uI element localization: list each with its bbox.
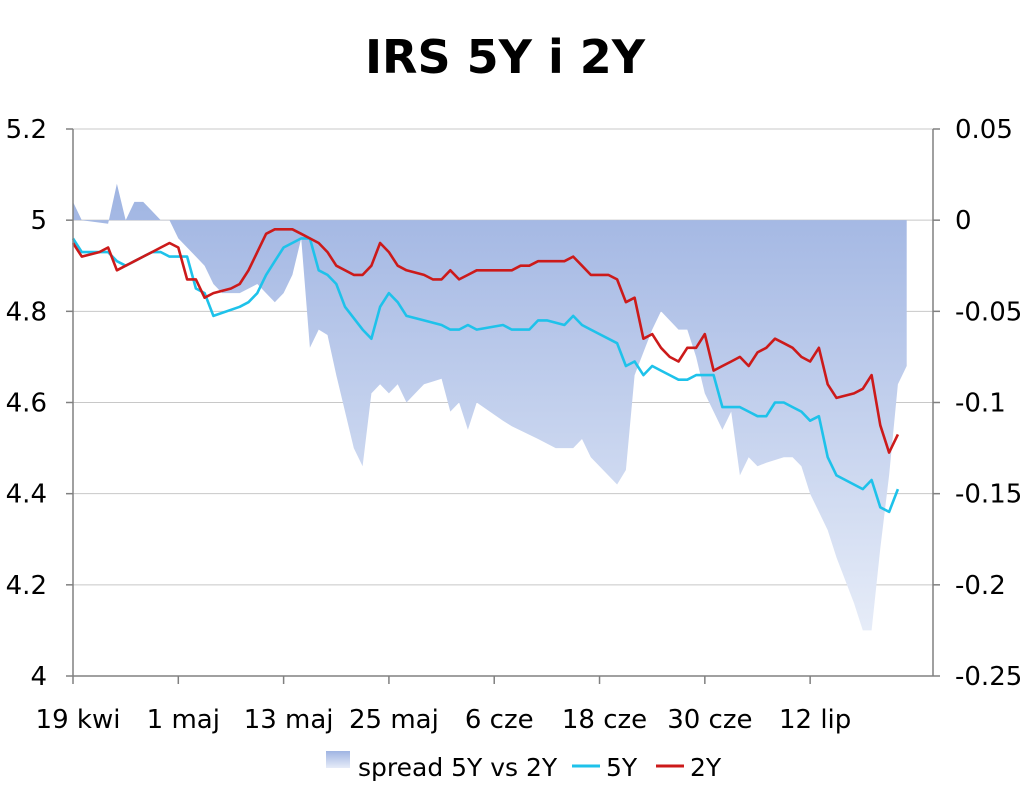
legend-label-5y: 5Y (606, 753, 638, 782)
right-tick-label: -0.15 (955, 480, 1022, 510)
chart-title: IRS 5Y i 2Y (364, 30, 646, 84)
axes: 4 4.2 4.4 4.6 4.8 5 5.2 -0.25 -0.2 -0.15 -0.1 -0.05… (6, 115, 1023, 735)
series-line-2y (71, 228, 900, 454)
right-tick-label: -0.25 (955, 662, 1022, 692)
x-tick-label: 30 cze (667, 705, 752, 735)
left-tick-label: 5 (30, 206, 47, 236)
left-tick-label: 4 (30, 662, 47, 692)
left-tick-label: 5.2 (6, 115, 47, 145)
lines-layer (71, 228, 900, 514)
right-tick-label: -0.2 (955, 571, 1006, 601)
spread-area-layer (73, 183, 907, 631)
left-tick-label: 4.6 (6, 389, 47, 419)
legend-label-spread: spread 5Y vs 2Y (358, 753, 558, 782)
x-tick-label: 18 cze (562, 705, 647, 735)
left-tick-label: 4.4 (6, 480, 47, 510)
spread-area (73, 183, 907, 631)
series-line-5y (71, 237, 900, 514)
x-tick-label: 6 cze (465, 705, 534, 735)
right-tick-label: 0.05 (955, 115, 1013, 145)
x-tick-label: 25 maj (349, 705, 439, 735)
legend: spread 5Y vs 2Y 5Y 2Y (326, 751, 722, 782)
x-tick-label: 12 lip (779, 705, 851, 735)
x-tick-label: 1 maj (147, 705, 220, 735)
x-tick-label: 19 kwi (36, 705, 121, 735)
left-tick-label: 4.2 (6, 571, 47, 601)
legend-label-2y: 2Y (690, 753, 722, 782)
right-tick-label: -0.05 (955, 297, 1022, 327)
legend-swatch-spread (326, 751, 350, 768)
right-tick-label: 0 (955, 206, 972, 236)
right-tick-label: -0.1 (955, 389, 1006, 419)
left-tick-label: 4.8 (6, 297, 47, 327)
x-tick-label: 13 maj (244, 705, 334, 735)
